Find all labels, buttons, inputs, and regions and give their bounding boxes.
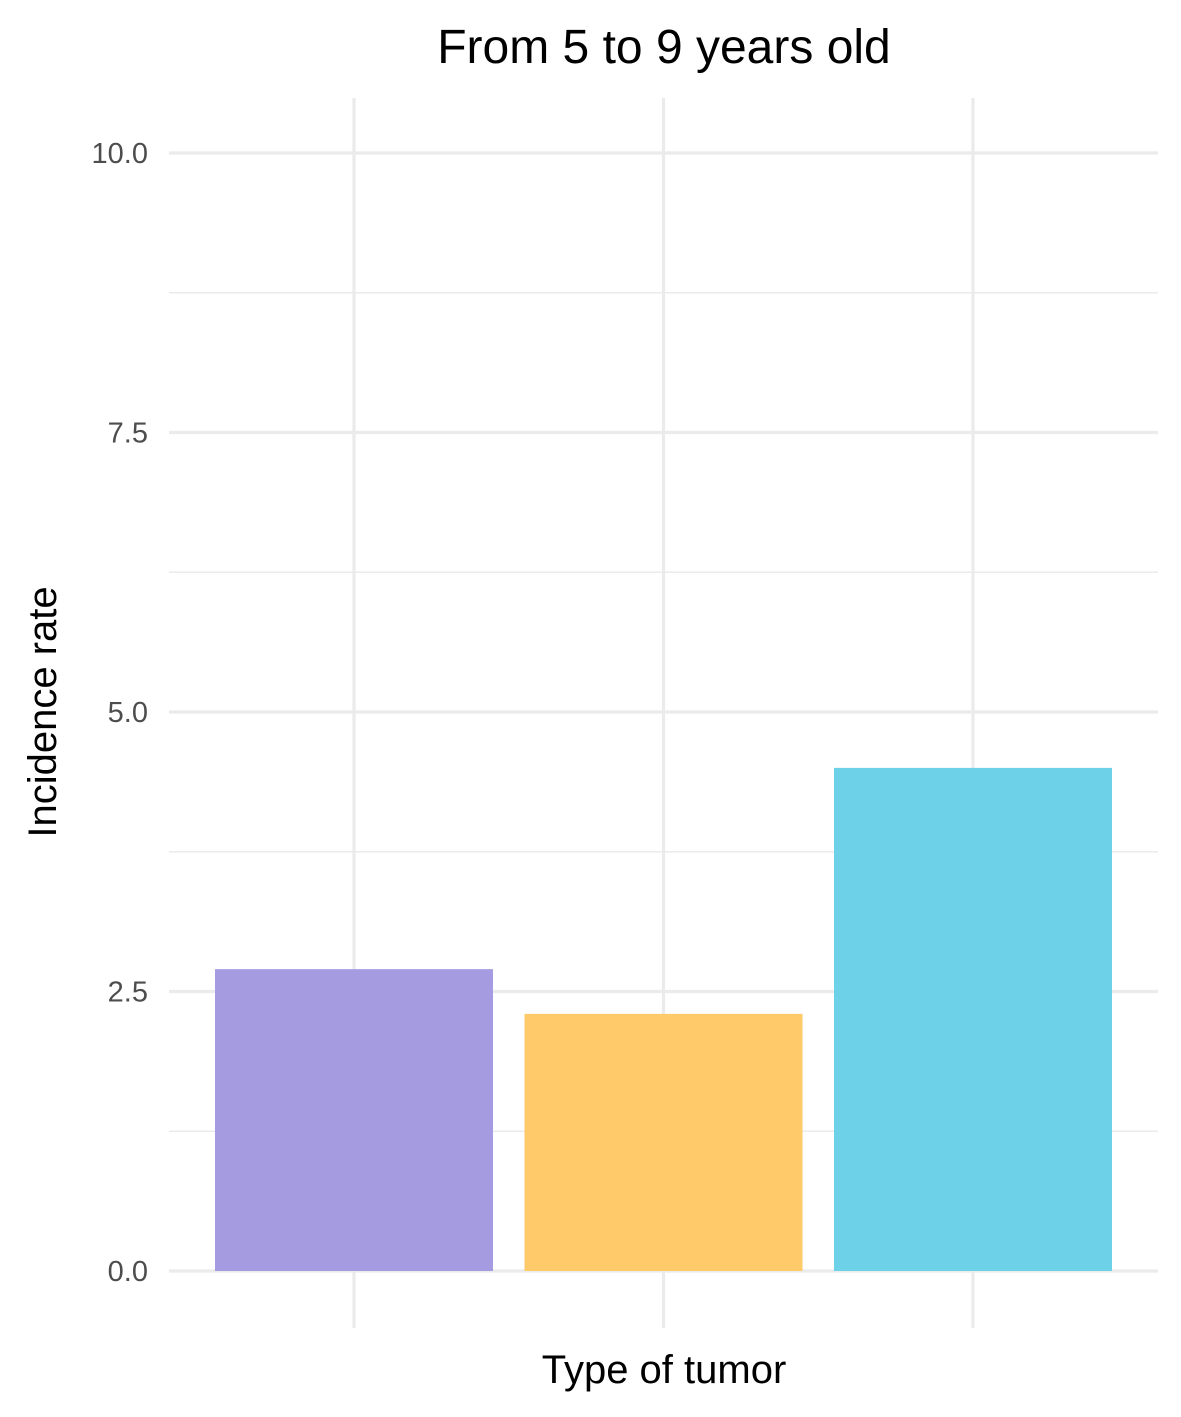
bar-1 bbox=[215, 969, 493, 1271]
bar-3 bbox=[834, 767, 1112, 1271]
bars bbox=[215, 767, 1112, 1271]
chart-title: From 5 to 9 years old bbox=[437, 21, 891, 74]
y-tick-label: 2.5 bbox=[108, 977, 148, 1009]
y-tick-label: 7.5 bbox=[108, 418, 148, 450]
y-axis-ticks: 0.0 2.5 5.0 7.5 10.0 bbox=[92, 138, 148, 1288]
bar-2 bbox=[524, 1013, 803, 1271]
y-tick-label: 0.0 bbox=[108, 1256, 148, 1288]
x-axis-label: Type of tumor bbox=[542, 1348, 787, 1392]
y-axis-label: Incidence rate bbox=[21, 586, 65, 837]
y-tick-label: 5.0 bbox=[108, 697, 148, 729]
y-tick-label: 10.0 bbox=[92, 138, 148, 170]
